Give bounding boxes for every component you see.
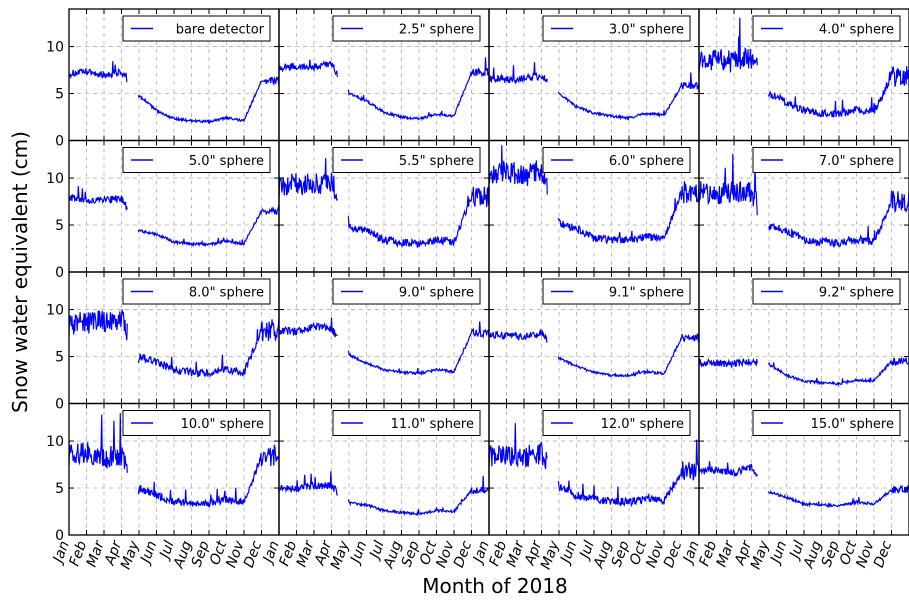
legend-label: 3.0" sphere: [609, 23, 684, 38]
y-tick-label: 5: [55, 481, 64, 497]
y-axis-title: Snow water equivalent (cm): [8, 131, 32, 413]
series-line: [68, 186, 280, 248]
month-tick-label: Oct: [627, 538, 650, 567]
series-line: [68, 309, 280, 378]
legend-label: 9.2" sphere: [819, 286, 894, 301]
legend-label: 5.5" sphere: [399, 154, 474, 169]
series-line: [278, 317, 490, 377]
y-tick-label: 10: [46, 434, 64, 450]
y-tick-label: 0: [55, 397, 64, 413]
series-line: [698, 357, 909, 387]
series-line: [698, 461, 909, 509]
month-tick-label: Oct: [417, 538, 440, 567]
legend-label: 2.5" sphere: [399, 23, 474, 38]
x-axis-title: Month of 2018: [422, 574, 568, 598]
y-tick-label: 0: [55, 265, 64, 281]
series-line: [278, 57, 490, 122]
legend-label: 6.0" sphere: [609, 154, 684, 169]
legend-box: [752, 147, 901, 173]
series-line: [698, 17, 909, 118]
y-tick-label: 10: [46, 40, 64, 56]
y-tick-label: 10: [46, 171, 64, 187]
month-tick-label: Jul: [786, 539, 808, 563]
legend-label: 12.0" sphere: [601, 417, 684, 432]
series-line: [488, 62, 700, 121]
frame-layer: [68, 8, 909, 536]
series-line: [488, 423, 700, 508]
month-tick-label: Jul: [156, 539, 178, 563]
month-tick-label: Jan: [49, 539, 72, 568]
legend-label: 10.0" sphere: [181, 417, 264, 432]
series-line: [68, 413, 280, 509]
series-line: [698, 153, 909, 249]
grid-layer: [69, 9, 909, 535]
series-line: [488, 145, 700, 245]
month-tick-label: Oct: [837, 538, 860, 567]
legend-label: 15.0" sphere: [811, 417, 894, 432]
legend-label: 9.0" sphere: [399, 286, 474, 301]
legend-label: 4.0" sphere: [819, 23, 894, 38]
legend-label: 8.0" sphere: [189, 286, 264, 301]
legend-label: bare detector: [176, 23, 265, 38]
legend-label: 11.0" sphere: [391, 417, 474, 432]
month-tick-label: Jan: [469, 539, 492, 568]
legend-label: 9.1" sphere: [609, 286, 684, 301]
series-line: [278, 158, 490, 248]
y-tick-label: 0: [55, 134, 64, 150]
y-tick-label: 10: [46, 303, 64, 319]
legend-label: 7.0" sphere: [819, 154, 894, 169]
series-line: [488, 328, 700, 378]
month-tick-label: Jun: [557, 539, 581, 568]
legend-label: 5.0" sphere: [189, 154, 264, 169]
y-tick-label: 0: [55, 528, 64, 544]
month-tick-label: Jul: [576, 539, 598, 563]
y-tick-label: 5: [55, 87, 64, 103]
month-tick-label: Jun: [137, 539, 161, 568]
month-tick-label: Oct: [207, 538, 230, 567]
series-line: [278, 471, 490, 517]
series-line: [68, 61, 280, 125]
month-tick-label: Jan: [259, 539, 282, 568]
month-tick-label: Jun: [347, 539, 371, 568]
month-tick-label: Jul: [366, 539, 388, 563]
month-tick-label: Jan: [679, 539, 702, 568]
y-tick-label: 5: [55, 218, 64, 234]
legend-layer: bare detector 2.5" sphere 3.0" sphere 4.0" …: [122, 15, 901, 436]
y-tick-label: 5: [55, 350, 64, 366]
month-tick-label: Jun: [767, 539, 791, 568]
series-layer: [68, 17, 909, 517]
